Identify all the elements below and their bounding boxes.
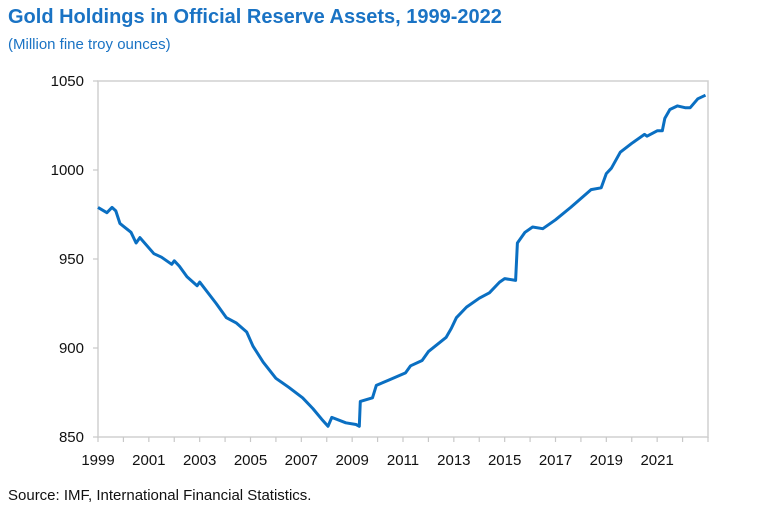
y-tick-label: 850 [59,429,84,446]
y-tick-label: 1050 [51,73,84,90]
y-tick-label: 1000 [51,162,84,179]
x-tick-label: 2013 [437,452,470,469]
series-line [97,93,707,428]
x-tick-label: 1999 [81,452,114,469]
x-tick-label: 2001 [132,452,165,469]
x-tick-label: 2021 [640,452,673,469]
y-tick-label: 950 [59,251,84,268]
x-tick-label: 2003 [183,452,216,469]
x-tick-label: 2017 [539,452,572,469]
x-tick-label: 2011 [387,452,419,469]
x-tick-label: 2009 [335,452,368,469]
source-note: Source: IMF, International Financial Sta… [8,487,312,504]
x-tick-label: 2007 [285,452,318,469]
x-tick-label: 2019 [590,452,623,469]
plot-frame [97,80,709,438]
y-tick-label: 900 [59,340,84,357]
x-tick-label: 2015 [488,452,521,469]
x-tick-label: 2005 [234,452,267,469]
chart-subtitle: (Million fine troy ounces) [8,36,171,53]
chart-title: Gold Holdings in Official Reserve Assets… [8,6,502,28]
